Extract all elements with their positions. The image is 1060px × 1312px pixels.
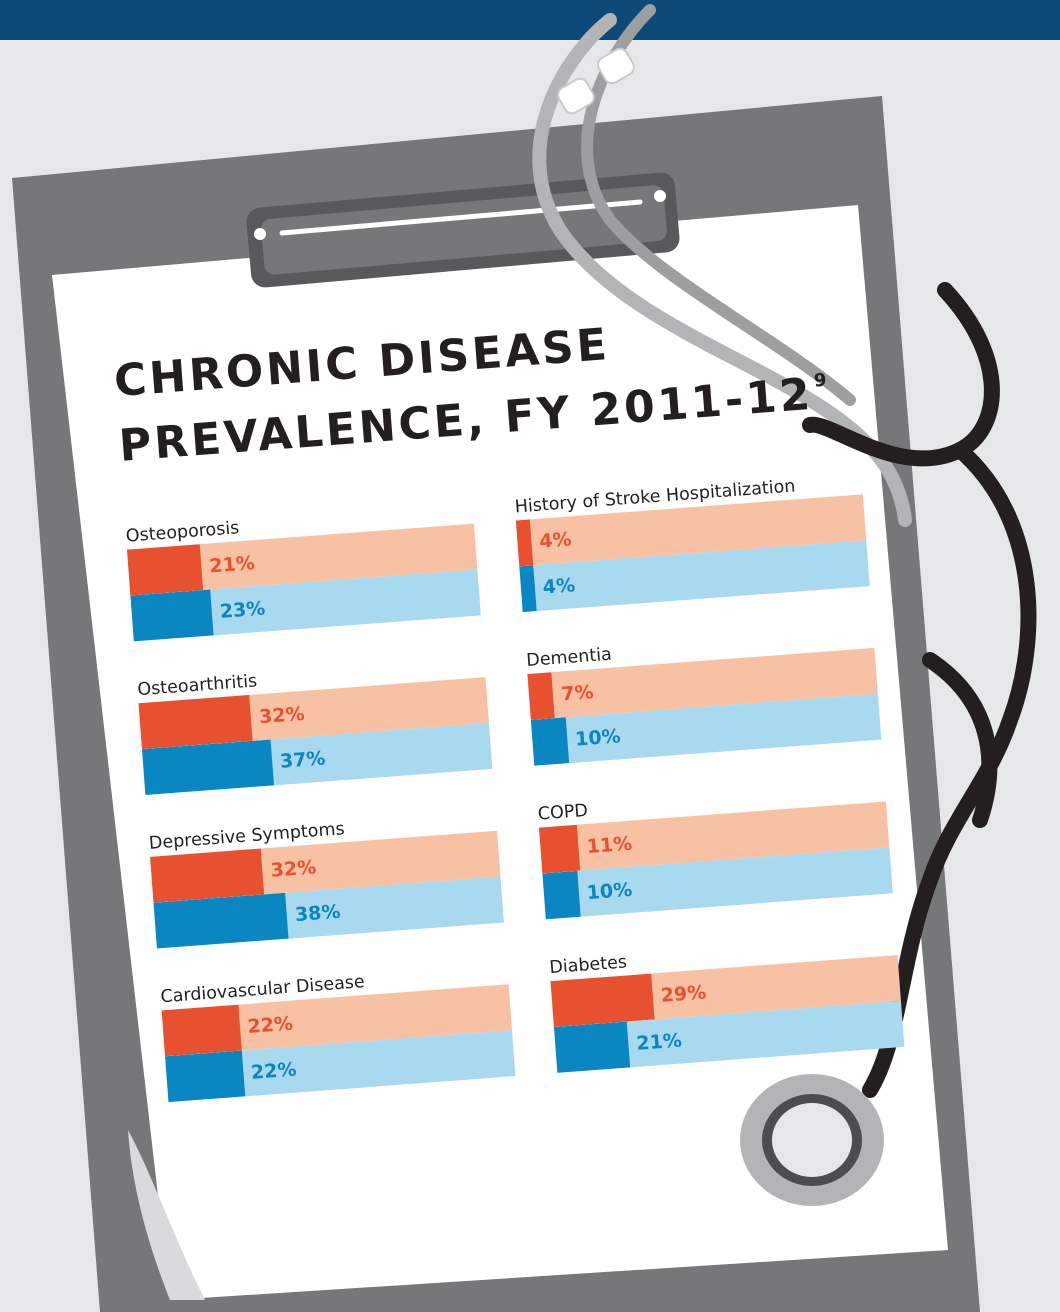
bar-fill <box>538 824 581 874</box>
bar-fill <box>130 589 214 642</box>
stethoscope <box>532 4 1037 1098</box>
data-label: 23% <box>219 597 267 623</box>
bar-fill <box>161 1004 242 1057</box>
bar-fill <box>527 672 556 720</box>
data-label: 22% <box>250 1058 298 1084</box>
data-label: 32% <box>258 702 306 729</box>
data-label: 38% <box>294 900 342 927</box>
header-bar <box>0 0 1060 40</box>
data-label: 29% <box>659 981 707 1007</box>
title-footnote: 9 <box>813 369 828 392</box>
chart-title: CHRONIC DISEASE PREVALENCE, FY 2011-129 <box>112 303 829 473</box>
bar-fill <box>519 565 537 613</box>
data-label: 21% <box>208 552 256 578</box>
data-label: 4% <box>538 528 573 553</box>
data-label: 11% <box>585 832 633 859</box>
bar-fill <box>530 717 569 766</box>
bar-fill <box>164 1050 245 1103</box>
bar-fill <box>138 694 253 750</box>
data-label: 7% <box>560 681 595 706</box>
chart-panel: Dementia 7% 10% <box>525 622 882 766</box>
chart-panel: Osteoporosis 21% 23% <box>125 498 481 642</box>
bar-fill <box>153 892 289 949</box>
data-label: 37% <box>279 747 327 773</box>
chart-sheet: CHRONIC DISEASE PREVALENCE, FY 2011-129 … <box>60 240 918 1103</box>
data-label: 21% <box>635 1029 683 1055</box>
chart-panel: Osteoarthritis 32% 37% <box>137 651 493 795</box>
chart-panel: History of Stroke Hospitalization 4% 4% <box>514 468 870 613</box>
chart-panel: Depressive Symptoms 32% 38% <box>148 805 504 949</box>
bar-fill <box>542 870 581 920</box>
bar-fill <box>553 1021 631 1073</box>
paper-clip <box>246 172 680 288</box>
chart-panel: COPD 11% 10% <box>537 776 893 920</box>
bar-fill <box>550 973 655 1028</box>
stethoscope-chestpiece <box>740 1074 884 1206</box>
bar-fill <box>150 848 265 903</box>
bar-fill <box>515 519 534 567</box>
data-label: 10% <box>574 725 622 751</box>
bar-fill <box>126 544 204 596</box>
page-curl <box>128 1130 205 1300</box>
bar-fill <box>141 739 274 795</box>
data-label: 32% <box>269 856 317 882</box>
data-label: 4% <box>542 574 576 599</box>
data-label: 22% <box>246 1012 294 1038</box>
data-label: 10% <box>585 878 633 905</box>
